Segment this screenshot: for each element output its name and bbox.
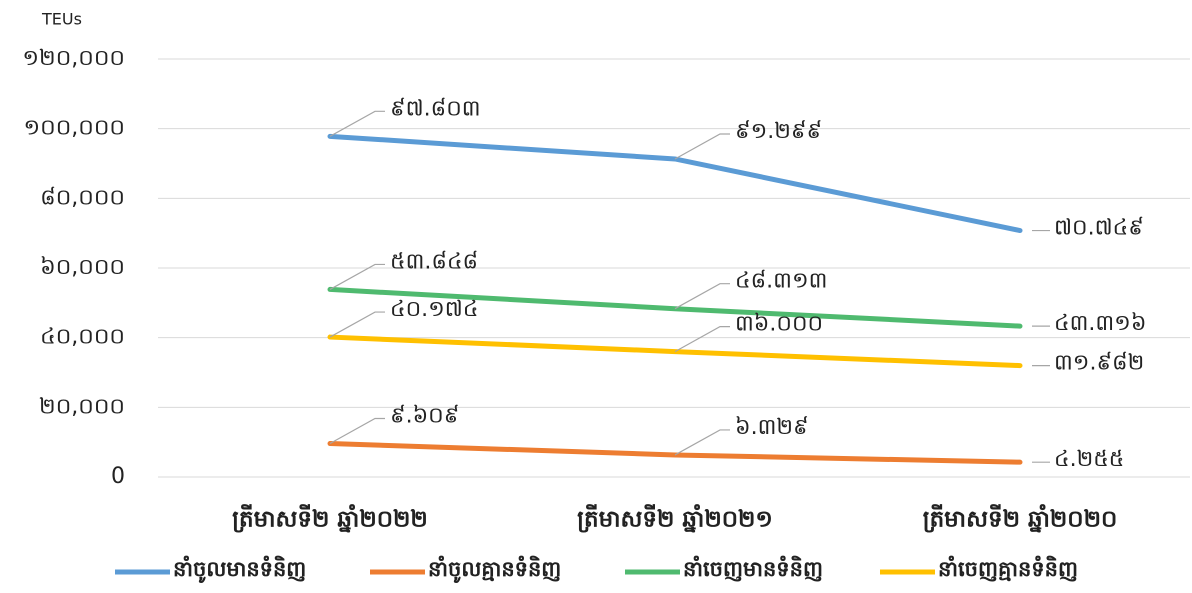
data-label: ៤៨.៣១៣: [735, 269, 827, 294]
data-label: ៣១.៩៨២: [1054, 351, 1144, 376]
data-label: ៦.៣២៩: [735, 415, 809, 440]
data-label: ៤០.១៧៤: [390, 297, 478, 322]
x-tick-label: ត្រីមាសទី២ ឆ្នាំ២០២២: [232, 504, 428, 534]
leader-line: [674, 283, 730, 310]
y-tick-label: ២០,០០០: [39, 394, 125, 419]
series-line: [327, 133, 1023, 234]
leader-line: [674, 133, 730, 160]
legend-label: នាំចូលមានទំនិញ: [173, 555, 306, 584]
y-tick-label: ១២០,០០០: [22, 46, 125, 71]
data-label: ៤.២៥៥: [1054, 447, 1124, 472]
legend-label: នាំចេញគ្មានទំនិញ: [938, 555, 1078, 582]
data-label: ៩.៦០៩: [390, 404, 459, 429]
y-axis-title: TEUs: [41, 10, 82, 29]
leader-line: [329, 417, 385, 445]
y-tick-label: 0: [111, 464, 125, 489]
data-label: ៩១.២៩៩: [735, 119, 822, 144]
legend-label: នាំចេញមានទំនិញ: [683, 555, 823, 582]
data-label: ៩៧.៨០៣: [390, 96, 481, 121]
leader-line: [329, 110, 385, 137]
y-tick-label: ៨០,០០០: [40, 185, 125, 210]
leader-line: [674, 326, 730, 353]
data-label: ៥៣.៨៤៨: [390, 249, 478, 274]
y-tick-label: ៤០,០០០: [40, 325, 125, 350]
x-tick-label: ត្រីមាសទី២ ឆ្នាំ២០២០: [923, 504, 1118, 534]
leader-line: [329, 263, 385, 290]
x-tick-label: ត្រីមាសទី២ ឆ្នាំ២០២១: [577, 504, 773, 534]
leader-line: [674, 429, 730, 456]
leader-line: [329, 311, 385, 338]
data-label: ៣៦.០០០: [735, 312, 823, 337]
y-tick-label: ១០០,០០០: [23, 116, 125, 141]
data-label: ៤៣.៣១៦: [1054, 311, 1146, 336]
legend-label: នាំចូលគ្មានទំនិញ: [428, 555, 561, 584]
data-label: ៧០.៧៤៩: [1054, 216, 1144, 241]
y-tick-label: ៦០,០០០: [40, 255, 125, 280]
series-line: [327, 441, 1023, 465]
